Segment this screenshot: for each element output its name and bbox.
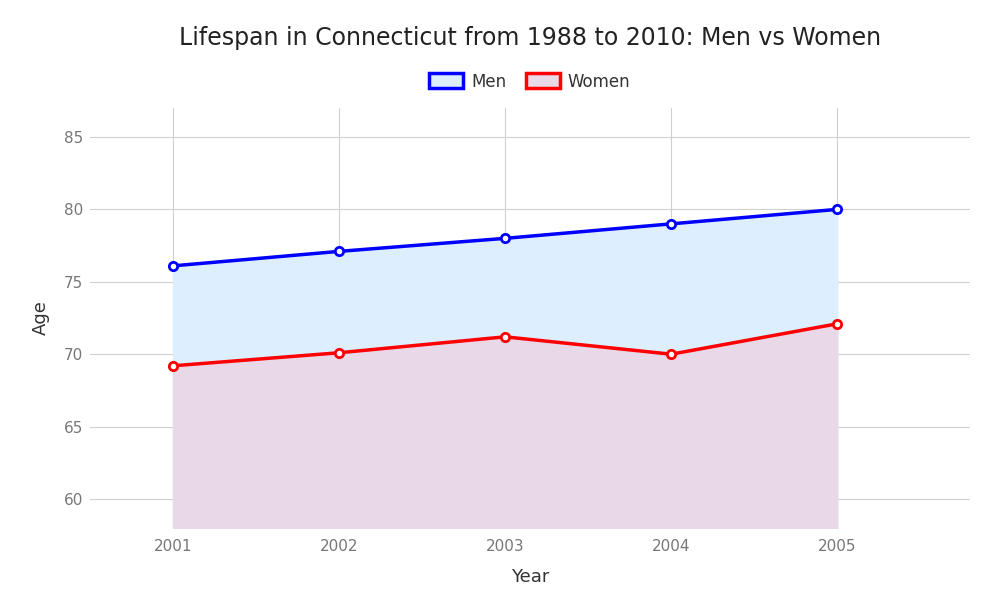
X-axis label: Year: Year <box>511 568 549 586</box>
Y-axis label: Age: Age <box>32 301 50 335</box>
Title: Lifespan in Connecticut from 1988 to 2010: Men vs Women: Lifespan in Connecticut from 1988 to 201… <box>179 26 881 50</box>
Legend: Men, Women: Men, Women <box>423 66 637 97</box>
